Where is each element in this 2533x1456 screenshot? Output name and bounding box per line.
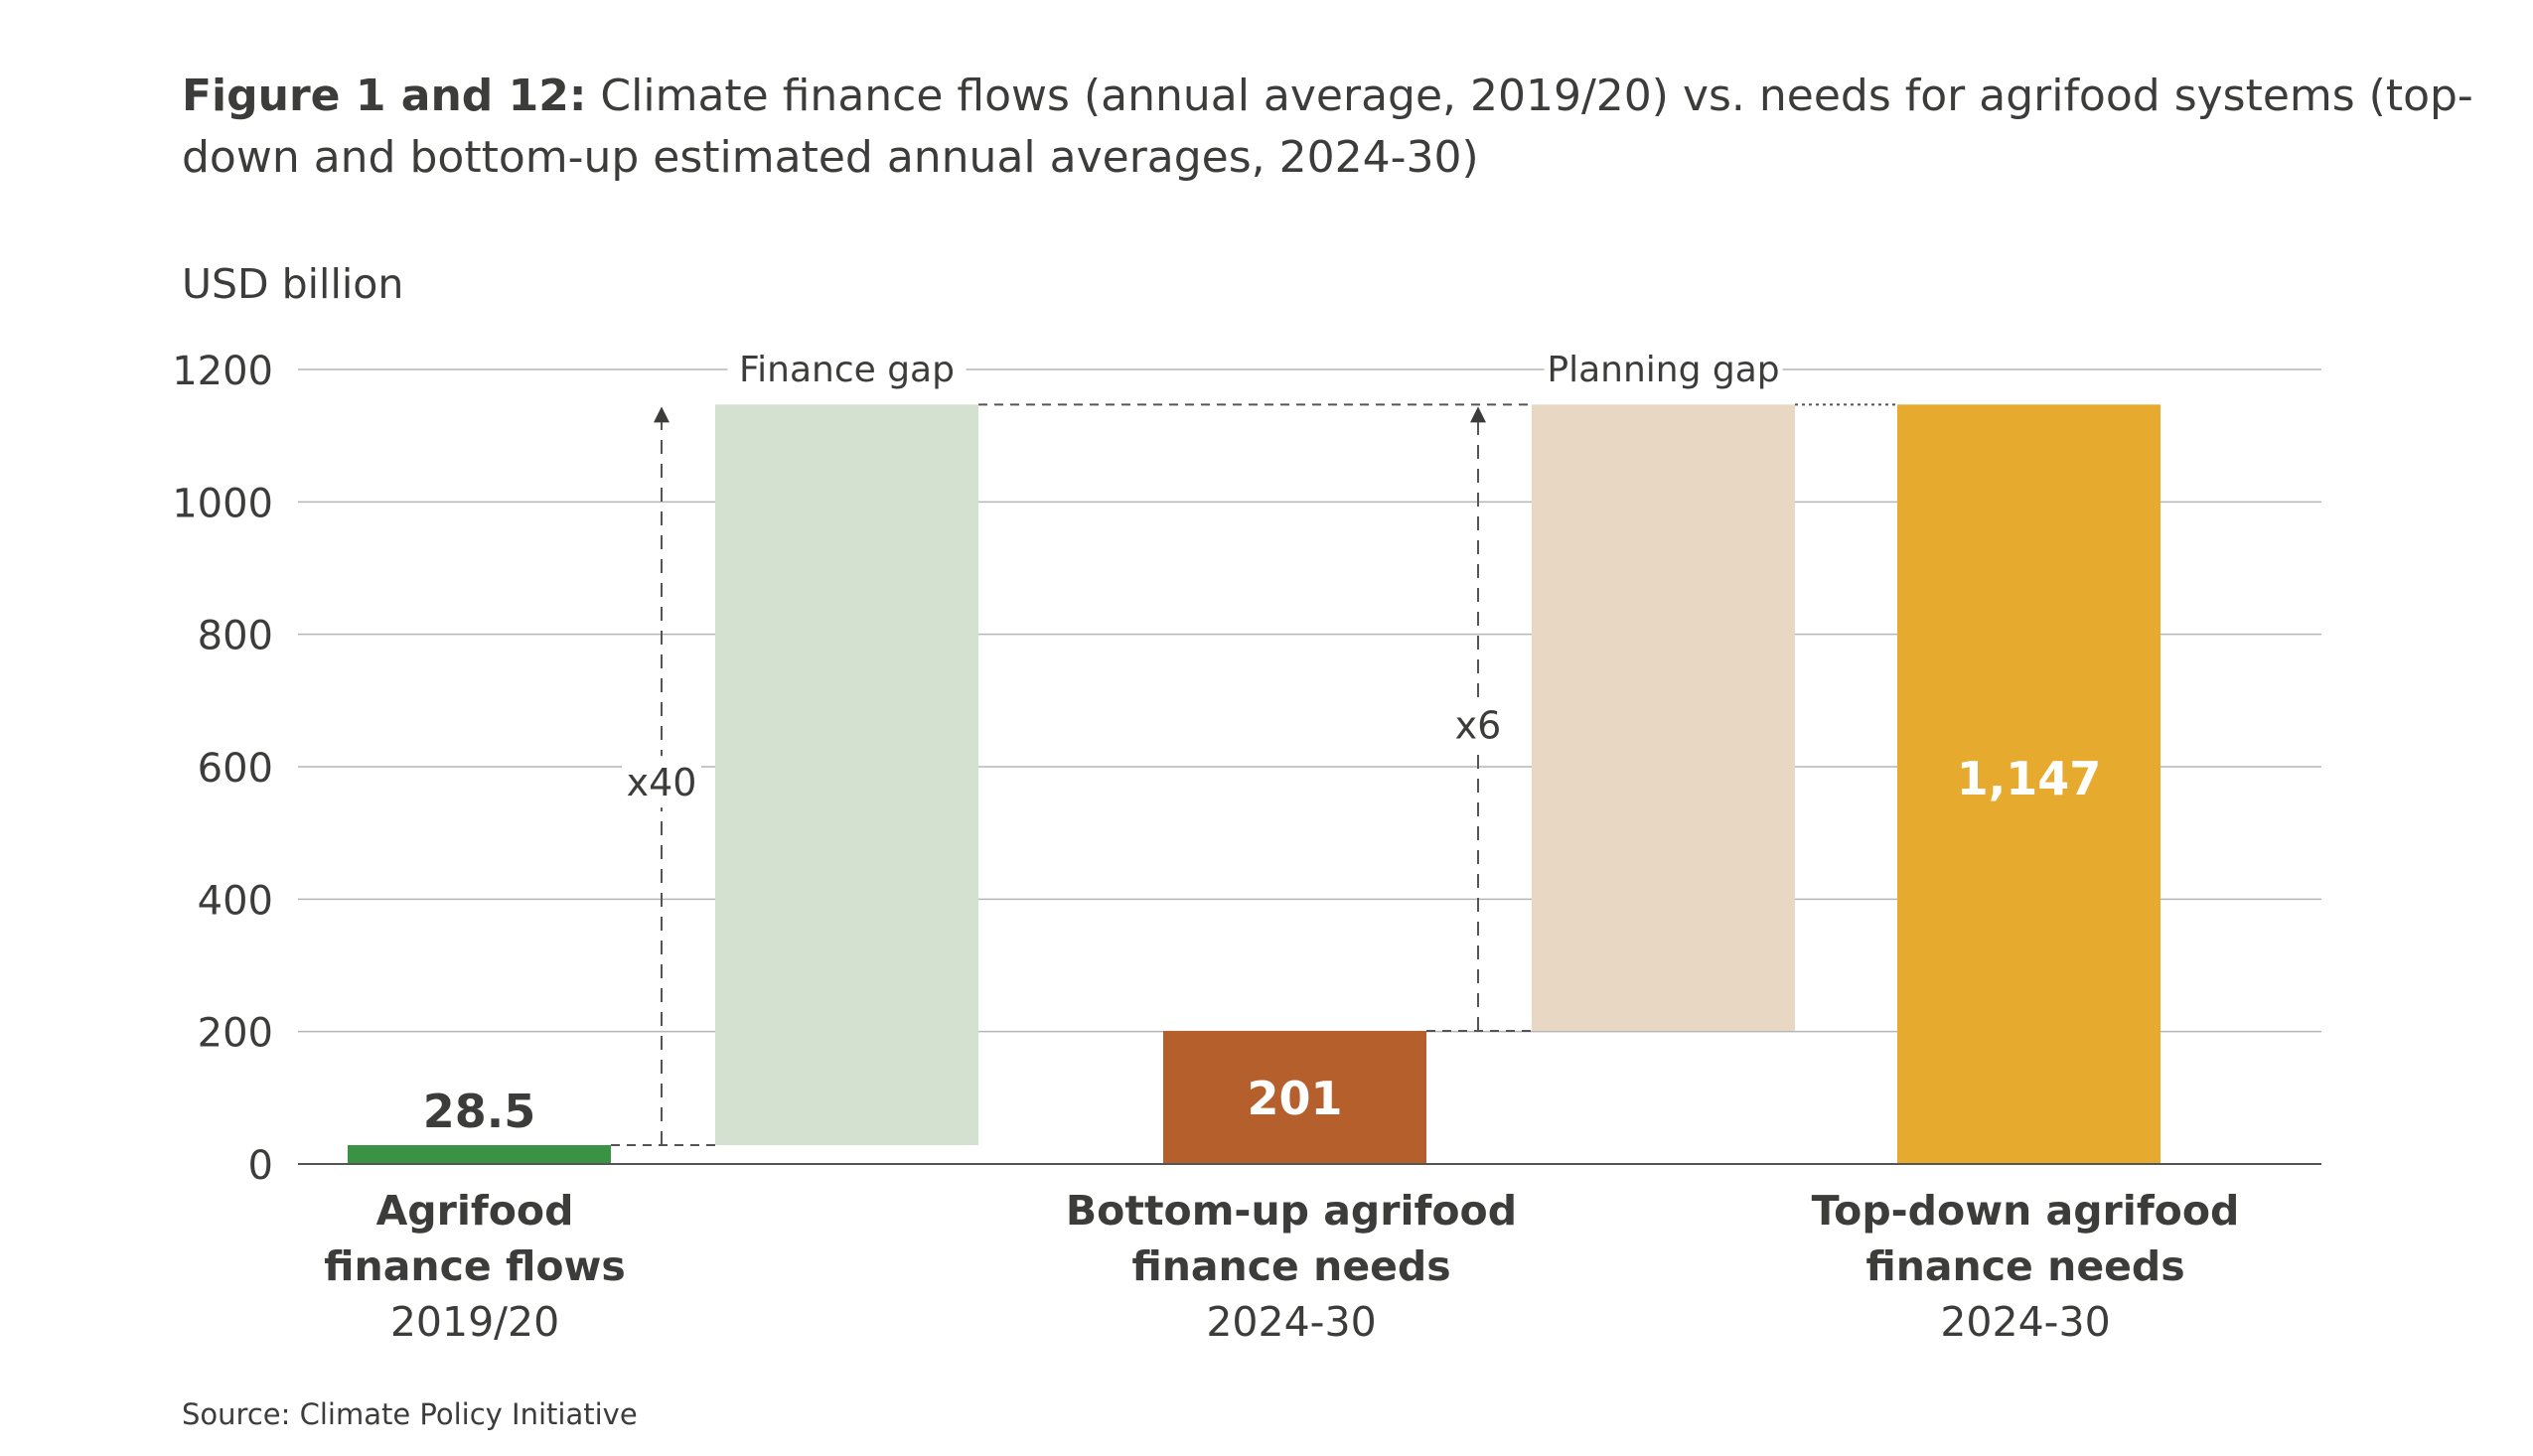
category-label-line: finance flows xyxy=(324,1242,626,1290)
multiplier-arrow-head xyxy=(1470,406,1486,423)
y-tick-label: 1200 xyxy=(172,349,273,394)
category-label: Bottom-up agrifood finance needs 2024-30 xyxy=(1066,1187,1517,1346)
category-label: Top-down agrifood finance needs 2024-30 xyxy=(1812,1187,2240,1346)
category-label-line: 2019/20 xyxy=(390,1298,559,1346)
multiplier-label-background xyxy=(622,756,701,808)
gap-bar xyxy=(1532,404,1795,1031)
y-tick-label: 0 xyxy=(248,1143,273,1189)
bar xyxy=(1163,1031,1426,1164)
source-note: Source: Climate Policy Initiative xyxy=(182,1397,638,1431)
gap-label-background xyxy=(1544,344,1783,393)
y-tick-label: 800 xyxy=(198,614,273,659)
category-label-line: Bottom-up agrifood xyxy=(1066,1187,1517,1235)
category-label-line: finance needs xyxy=(1131,1242,1450,1290)
category-label: Agrifood finance flows 2019/20 xyxy=(324,1187,626,1346)
gap-label: Finance gap xyxy=(739,350,955,390)
multiplier-label: x6 xyxy=(1455,704,1502,748)
gap-label: Planning gap xyxy=(1547,350,1779,390)
y-tick-label: 1000 xyxy=(172,481,273,526)
y-axis-label: USD billion xyxy=(182,260,403,308)
category-label-line: 2024-30 xyxy=(1206,1298,1376,1346)
multiplier-label: x40 xyxy=(627,761,697,804)
bar-value-label: 1,147 xyxy=(1957,752,2102,805)
bar-value-label: 28.5 xyxy=(423,1085,536,1138)
multiplier-label-background xyxy=(1438,698,1518,751)
category-label-line: Agrifood xyxy=(376,1187,574,1235)
category-label-line: finance needs xyxy=(1865,1242,2184,1290)
bar xyxy=(1897,404,2160,1164)
figure-title: Figure 1 and 12: Climate finance flows (… xyxy=(182,66,2526,189)
y-tick-label: 200 xyxy=(198,1011,273,1057)
figure-number: Figure 1 and 12: xyxy=(182,71,587,121)
y-tick-label: 600 xyxy=(198,746,273,792)
category-label-line: 2024-30 xyxy=(1940,1298,2110,1346)
gap-bar xyxy=(715,404,978,1145)
multiplier-arrow-head xyxy=(654,406,670,423)
y-tick-label: 400 xyxy=(198,878,273,924)
bar xyxy=(348,1145,611,1164)
figure-title-text: Climate finance flows (annual average, 2… xyxy=(182,71,2473,183)
category-label-line: Top-down agrifood xyxy=(1812,1187,2240,1235)
bar-value-label: 201 xyxy=(1247,1072,1342,1125)
gap-label-background xyxy=(727,344,967,393)
